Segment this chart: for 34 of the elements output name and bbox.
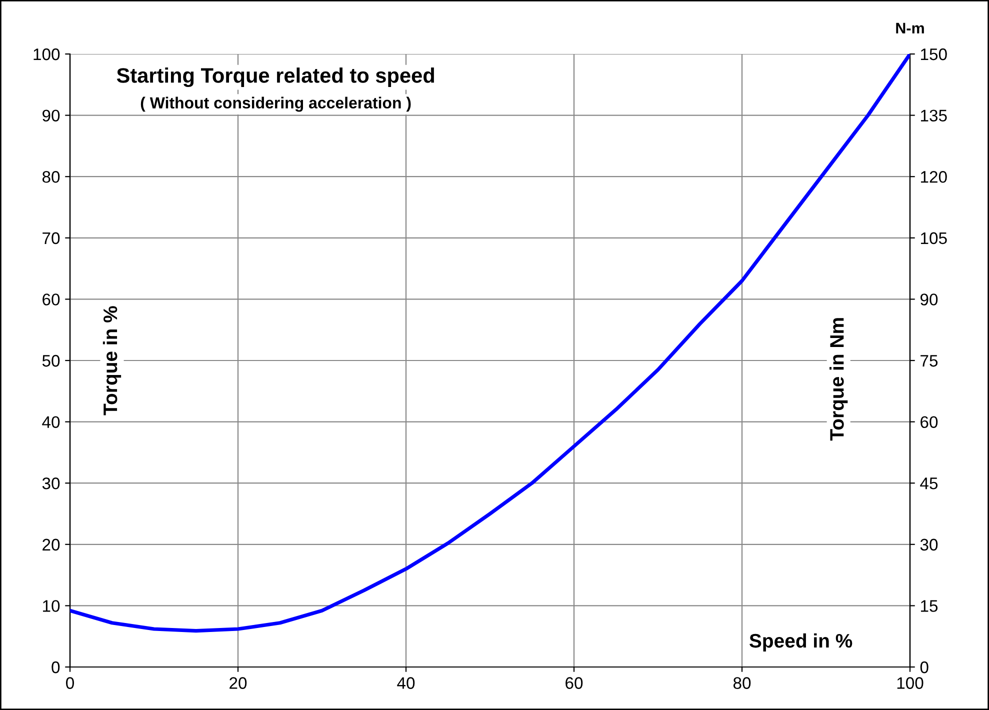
text: ( Without considering acceleration ) xyxy=(140,96,411,112)
y-tick-label: 90 xyxy=(42,110,60,122)
y-tick-label: 40 xyxy=(42,416,60,428)
x-tick-label: 0 xyxy=(66,677,74,689)
y2-tick-label: 30 xyxy=(920,538,938,551)
y2-tick-label: 90 xyxy=(920,294,938,306)
y-tick-label: 50 xyxy=(42,354,60,367)
y2-tick-label: 15 xyxy=(920,600,938,612)
y2-tick-label: 105 xyxy=(920,232,947,244)
y2-tick-label: 135 xyxy=(920,110,947,122)
y2-tick-label: 120 xyxy=(920,171,947,183)
y-tick-label: 80 xyxy=(42,171,60,183)
x-axis-title: Speed in % xyxy=(750,633,852,652)
text: Starting Torque related to speed xyxy=(116,68,434,88)
x-tick-label: 100 xyxy=(897,677,924,689)
y-tick-label: 70 xyxy=(42,232,60,244)
y2-tick-label: 0 xyxy=(920,661,928,674)
y2-tick-label: 60 xyxy=(920,416,938,428)
y-tick-label: 0 xyxy=(52,661,60,674)
y2-tick-label: 150 xyxy=(920,48,947,60)
y2-tick-label: 75 xyxy=(920,355,938,367)
y-tick-label: 30 xyxy=(42,478,60,490)
y-tick-label: 100 xyxy=(34,48,60,60)
text: N-m xyxy=(896,22,924,34)
y-tick-label: 60 xyxy=(42,294,60,306)
y2-tick-label: 45 xyxy=(920,478,938,490)
x-tick-label: 60 xyxy=(566,677,583,689)
x-tick-label: 40 xyxy=(397,677,415,689)
y-tick-label: 10 xyxy=(43,600,60,612)
y-axis-title: Torque in % xyxy=(102,306,122,416)
y2-axis-title: Torque in Nm xyxy=(830,318,848,441)
y-tick-label: 20 xyxy=(42,538,60,551)
x-tick-label: 20 xyxy=(230,677,247,689)
x-tick-label: 80 xyxy=(733,677,751,689)
